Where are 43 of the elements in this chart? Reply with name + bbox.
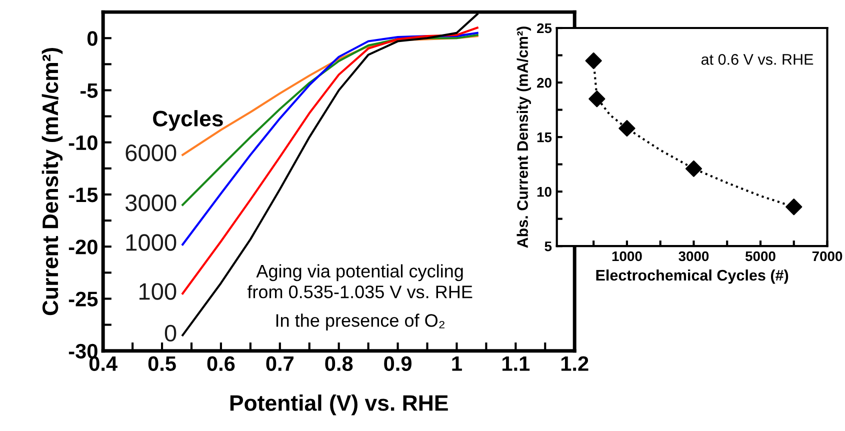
x-tick-label: 3000 — [678, 251, 709, 262]
y-tick-label: -10 — [68, 135, 98, 150]
x-axis-title: Potential (V) vs. RHE — [230, 394, 448, 416]
annotation: 1000 — [126, 234, 176, 251]
x-tick-label: 0.9 — [384, 356, 412, 371]
x-tick-label: 0.4 — [89, 356, 118, 371]
point — [585, 52, 602, 70]
point — [685, 160, 702, 177]
annotation: Cycles — [153, 110, 223, 131]
x-tick-label: 1.1 — [502, 356, 530, 371]
y-axis-title: Current Density (mA/cm²) — [42, 48, 63, 316]
annotation: 100 — [140, 283, 176, 300]
x-tick-label: 1.2 — [561, 356, 588, 371]
y-tick-label: -30 — [68, 344, 98, 359]
point — [786, 198, 802, 216]
annotation: Aging via potential cycling from 0.535-1.035 V vs. RHE — [247, 264, 472, 298]
y-tick-label: 10 — [537, 186, 552, 197]
x-tick-label: 0.8 — [325, 356, 353, 371]
annotation: 0 — [164, 324, 176, 342]
annotation: at 0.6 V vs. RHE — [701, 54, 814, 65]
x-tick-label: 5000 — [745, 251, 776, 262]
y-tick-label: -15 — [68, 188, 98, 202]
x-tick-label: 0.5 — [148, 356, 176, 371]
x-tick-label: 1 — [452, 356, 462, 371]
y-tick-label: 5 — [544, 242, 552, 252]
x-tick-label: 7000 — [812, 251, 842, 262]
y-tick-label: -5 — [80, 83, 98, 98]
x-axis-title: Electrochemical Cycles (#) — [596, 269, 788, 284]
y-tick-label: -20 — [68, 240, 98, 254]
x-tick-label: 0.6 — [207, 356, 235, 371]
annotation: 6000 — [126, 144, 176, 162]
x-tick-label: 1000 — [612, 251, 642, 262]
point — [588, 90, 606, 108]
annotation: In the presence of O₂ — [276, 314, 444, 330]
annotation: 3000 — [125, 194, 176, 212]
x-tick-label: 0.7 — [266, 356, 294, 371]
y-tick-label: 20 — [537, 78, 552, 88]
point — [618, 120, 636, 137]
y-axis-title: Abs. Current Density (mA/cm²) — [516, 26, 531, 248]
y-tick-label: -25 — [68, 292, 98, 306]
y-tick-label: 0 — [87, 31, 98, 46]
y-tick-label: 25 — [537, 23, 552, 34]
y-tick-label: 15 — [537, 132, 552, 142]
